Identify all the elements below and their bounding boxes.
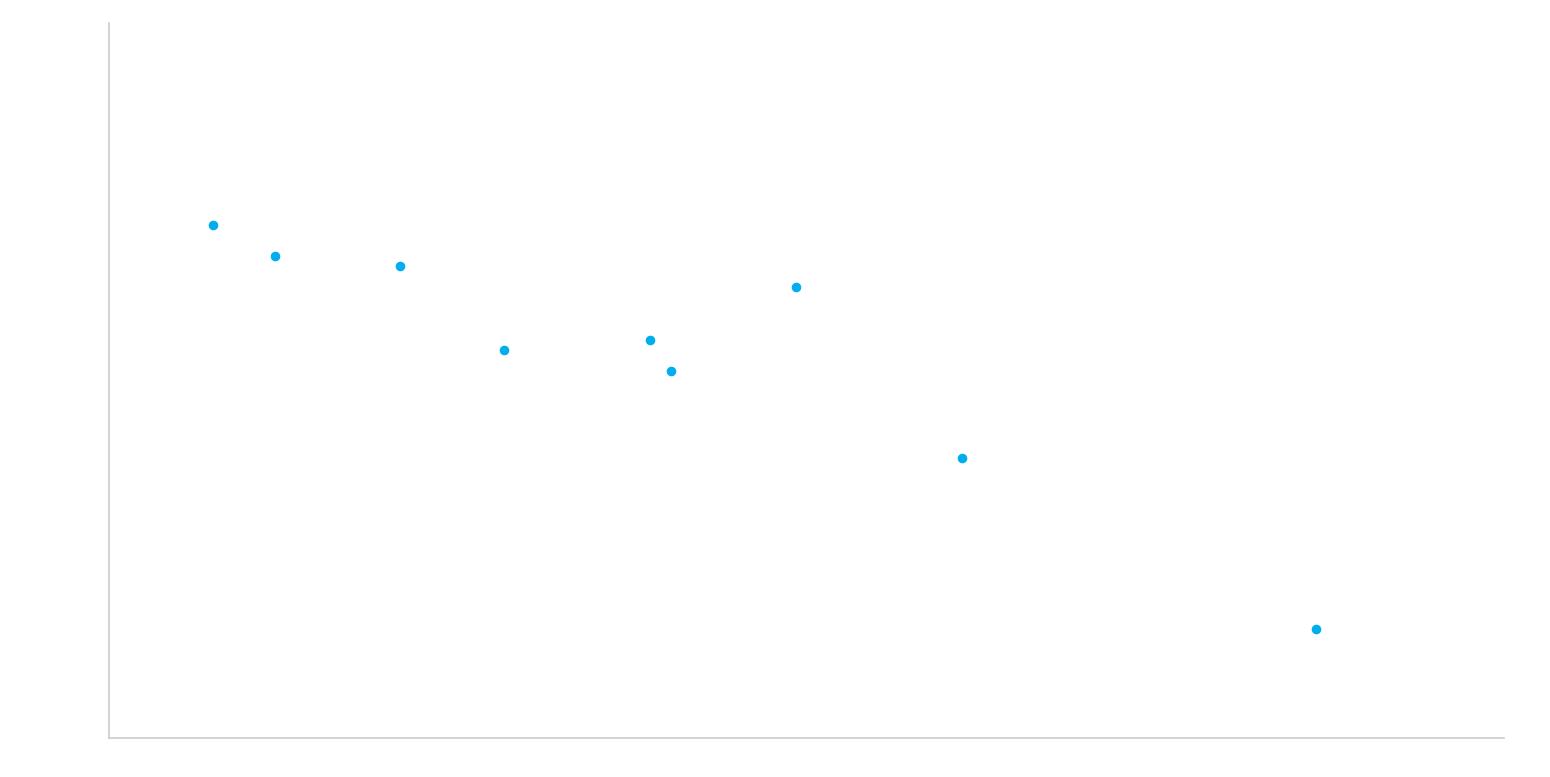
Point [262,250,287,263]
Point [783,281,808,294]
Point [1304,623,1328,636]
Point [200,219,225,232]
Point [388,260,412,272]
Point [659,365,684,378]
Point [950,452,975,465]
Point [491,343,516,356]
Point [637,334,662,347]
